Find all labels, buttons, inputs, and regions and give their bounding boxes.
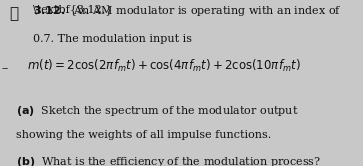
Text: \textbf{3.12.}: \textbf{3.12.} [33,4,112,15]
Text: $\mathbf{3.12.}$  An AM modulator is operating with an index of: $\mathbf{3.12.}$ An AM modulator is oper… [33,4,341,18]
Text: showing the weights of all impulse functions.: showing the weights of all impulse funct… [16,130,272,140]
Text: $\mathbf{(b)}$  What is the efficiency of the modulation process?: $\mathbf{(b)}$ What is the efficiency of… [16,155,321,166]
Text: –: – [2,62,8,75]
Text: $m(t)=2\cos(2\pi f_m t)+\cos(4\pi f_m t)+2\cos(10\pi f_m t)$: $m(t)=2\cos(2\pi f_m t)+\cos(4\pi f_m t)… [27,58,301,74]
Text: ✓: ✓ [9,7,18,21]
Text: $\mathbf{(a)}$  Sketch the spectrum of the modulator output: $\mathbf{(a)}$ Sketch the spectrum of th… [16,104,299,118]
Text: 0.7. The modulation input is: 0.7. The modulation input is [33,34,192,44]
